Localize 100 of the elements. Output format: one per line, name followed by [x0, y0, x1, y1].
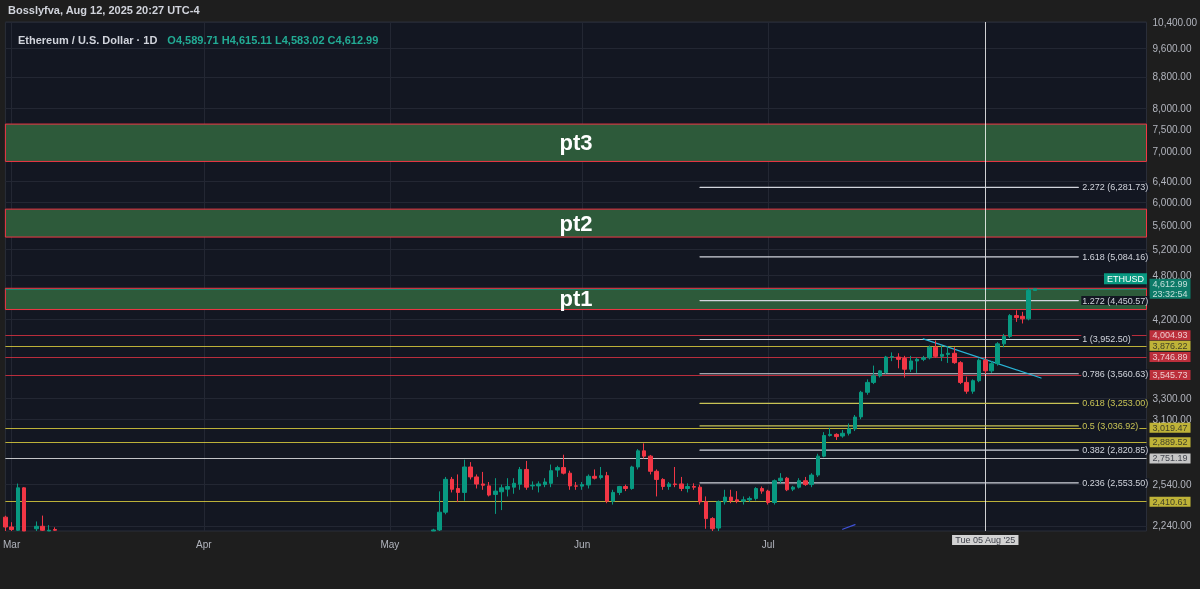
- candlestick: [803, 476, 808, 487]
- ref-line-label: 4,004.93: [1152, 330, 1188, 341]
- candlestick: [1002, 333, 1006, 348]
- candlestick: [834, 432, 839, 441]
- candlestick: [685, 482, 690, 493]
- ref-line-label: 2,889.52: [1152, 437, 1188, 448]
- candlestick: [946, 345, 950, 364]
- ref-line-label: 2,410.61: [1152, 496, 1188, 507]
- x-tick-label: Mar: [2, 538, 21, 550]
- candlestick: [543, 477, 547, 488]
- candlestick: [716, 499, 721, 532]
- candlestick: [710, 516, 715, 532]
- annotation: ETHUSD: [1106, 273, 1145, 284]
- text: Bosslyfva, Aug 12, 2025 20:27 UTC-4: [8, 3, 201, 16]
- y-tick-label: 10,400.00: [1152, 16, 1198, 28]
- y-tick-label: 4,200.00: [1152, 314, 1192, 326]
- candlestick: [623, 484, 628, 492]
- candlestick: [630, 465, 634, 491]
- candlestick: [605, 471, 609, 504]
- y-tick-label: 6,400.00: [1152, 175, 1192, 187]
- candlestick: [890, 351, 894, 362]
- x-tick-label: Jun: [574, 538, 591, 550]
- ref-line-label: 3,545.73: [1152, 370, 1188, 381]
- ref-line-label: 3,019.47: [1152, 422, 1188, 433]
- candlestick: [16, 483, 20, 532]
- candlestick: [481, 471, 485, 491]
- candlestick: [791, 485, 795, 492]
- series-label: 1.618 (5,084.16): [1082, 251, 1149, 262]
- candlestick: [599, 466, 603, 480]
- y-tick-label: 3,300.00: [1152, 393, 1192, 405]
- candlestick: [828, 427, 832, 438]
- candlestick: [462, 459, 467, 502]
- candlestick: [456, 473, 460, 503]
- series-label: 0.786 (3,560.63): [1082, 368, 1149, 379]
- band-label: pt1: [559, 286, 593, 312]
- y-tick-label: 5,600.00: [1152, 219, 1192, 231]
- candlestick: [809, 472, 814, 488]
- candlestick: [1008, 313, 1012, 339]
- y-tick-label: 8,800.00: [1152, 71, 1192, 83]
- candlestick: [915, 357, 919, 374]
- series-label: 1.272 (4,450.57): [1082, 295, 1149, 306]
- candlestick: [785, 476, 789, 492]
- candlestick: [909, 355, 913, 373]
- candlestick: [971, 378, 975, 395]
- candlestick: [940, 345, 944, 362]
- y-tick-label: 3,100.00: [1152, 413, 1192, 425]
- ref-line-label: 3,746.89: [1152, 352, 1188, 363]
- candlestick: [40, 515, 45, 532]
- candlestick: [840, 429, 845, 439]
- candlestick: [555, 465, 560, 478]
- candlestick: [642, 442, 646, 460]
- text: O4,589.71 H4,615.11 L4,583.02 C4,612.99: [167, 34, 379, 46]
- ref-line-label: Tue 05 Aug '25: [955, 535, 1016, 545]
- y-tick-label: 7,500.00: [1152, 123, 1192, 135]
- candlestick: [568, 470, 572, 491]
- candlestick: [853, 414, 857, 432]
- text: Ethereum / U.S. Dollar · 1D: [18, 34, 158, 46]
- series-label: 0.618 (3,253.00): [1082, 398, 1149, 409]
- candlestick: [754, 486, 758, 501]
- candlestick: [586, 473, 591, 489]
- y-tick-label: 2,540.00: [1152, 479, 1192, 491]
- candlestick: [592, 468, 597, 480]
- candlestick: [47, 524, 51, 532]
- candlestick: [884, 355, 888, 375]
- candlestick: [667, 481, 671, 491]
- candlestick: [692, 482, 696, 491]
- candlestick: [878, 369, 882, 379]
- candlestick: [487, 481, 491, 497]
- band-label: pt3: [559, 130, 593, 156]
- x-tick-label: Apr: [196, 538, 213, 550]
- ref-line-label: 2,751.19: [1152, 453, 1188, 464]
- candlestick: [574, 481, 578, 491]
- candlestick: [53, 526, 57, 532]
- candlestick: [22, 486, 26, 532]
- y-tick-label: 6,000.00: [1152, 197, 1192, 208]
- candlestick: [977, 357, 981, 383]
- candlestick: [679, 476, 684, 492]
- candlestick: [760, 486, 764, 495]
- candlestick: [698, 484, 702, 506]
- candlestick: [611, 489, 615, 506]
- candlestick: [549, 464, 553, 488]
- candlestick: [518, 466, 522, 491]
- candlestick: [636, 448, 640, 470]
- x-tick-label: May: [380, 538, 400, 550]
- candlestick: [561, 454, 566, 475]
- candlestick: [847, 422, 851, 436]
- y-tick-label: 5,200.00: [1152, 243, 1192, 255]
- candlestick: [34, 520, 39, 532]
- ref-line-label: 3,876.22: [1152, 340, 1188, 351]
- y-tick-label: 8,000.00: [1152, 102, 1192, 114]
- candlestick: [766, 489, 770, 506]
- series-label: 0.382 (2,820.85): [1082, 445, 1149, 456]
- series-label: 0.5 (3,036.92): [1082, 420, 1139, 431]
- candlestick: [797, 477, 801, 489]
- ref-line-label: 4,612.99 23:32:54: [1152, 278, 1188, 299]
- series-label: 0.236 (2,553.50): [1082, 477, 1149, 488]
- candlestick: [524, 460, 529, 491]
- candlestick: [661, 477, 665, 491]
- candlestick: [617, 485, 622, 496]
- candlestick: [816, 453, 820, 478]
